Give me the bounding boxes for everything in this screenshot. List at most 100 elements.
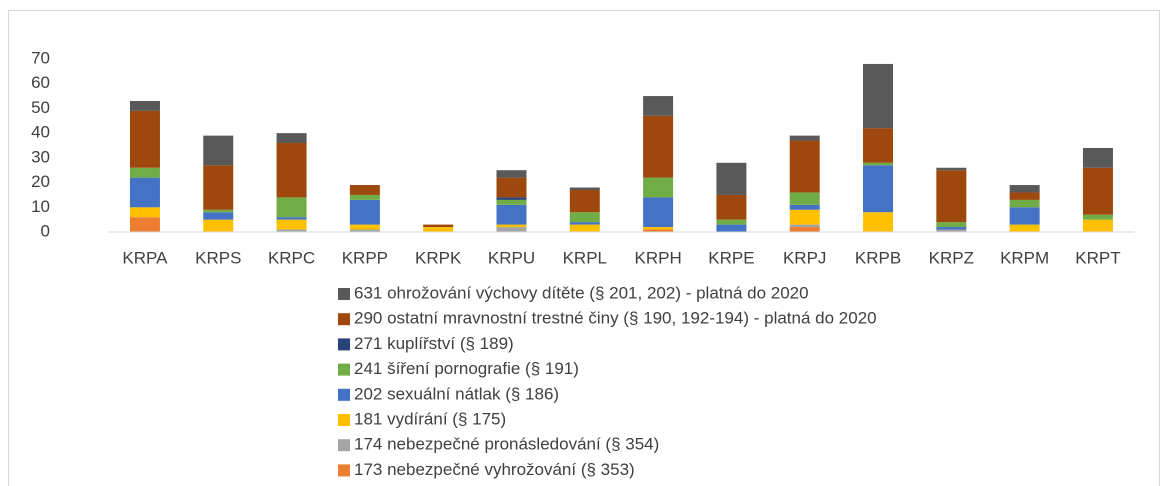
x-tick-label: KRPB [855,248,901,267]
bar-segment [643,197,674,228]
bar-segment [1009,207,1040,225]
bar-segment [1009,185,1040,193]
legend-swatch [338,414,350,426]
bar-segment [789,209,820,225]
bar-segment [1082,219,1113,232]
x-tick-label: KRPZ [929,248,974,267]
bar-segment [1082,167,1113,215]
x-tick-label: KRPA [122,248,168,267]
bar-segment [496,197,527,200]
bar-segment [276,197,307,218]
chart-frame [8,10,1160,486]
bar-segment [643,177,674,198]
bar-segment [863,162,894,166]
x-tick-label: KRPT [1075,248,1120,267]
bar-segment [203,219,234,232]
x-tick-label: KRPK [415,248,462,267]
bar-segment [643,115,674,178]
legend-label: 631 ohrožování výchovy dítěte (§ 201, 20… [354,283,809,302]
bar-segment [423,224,454,228]
legend-label: 174 nebezpečné pronásledování (§ 354) [354,435,659,454]
bar-segment [569,189,600,213]
bar-segment [203,209,234,213]
bar-segment [936,227,967,230]
bar-segment [276,219,307,230]
bar-segment [496,170,527,178]
bar-segment [349,229,380,232]
bar-segment [863,128,894,163]
bar-segment [643,96,674,116]
bar-segment [1009,199,1040,208]
bar-segment [203,135,234,166]
legend-swatch [338,313,350,326]
bar-segment [276,133,307,144]
y-tick-label: 70 [31,48,50,67]
bar-segment [496,224,527,228]
bar-segment [129,217,160,232]
bar-segment [936,167,967,171]
bar-segment [716,219,747,225]
bar-segment [349,194,380,200]
bar-segment [569,222,600,225]
bar-segment [129,110,160,168]
legend-label: 202 sexuální nátlak (§ 186) [354,384,559,403]
y-tick-label: 40 [31,123,50,142]
bar-segment [129,207,160,218]
x-tick-label: KRPS [195,248,241,267]
legend-swatch [338,388,350,401]
x-tick-label: KRPU [488,248,535,267]
bar-segment [496,204,527,225]
bar-segment [569,212,600,223]
bar-segment [716,224,747,232]
bar-segment [789,224,820,228]
bar-segment [276,143,307,198]
legend-swatch [338,363,350,376]
bar-segment [936,229,967,232]
bar-segment [496,227,527,232]
bar-segment [423,227,454,232]
bar-segment [789,204,820,210]
bar-segment [129,101,160,111]
x-tick-label: KRPJ [783,248,826,267]
bar-segment [129,167,160,178]
legend-label: 241 šíření pornografie (§ 191) [354,359,579,378]
x-tick-label: KRPP [342,248,388,267]
bar-segment [789,135,820,141]
bar-segment [569,187,600,190]
bar-segment [789,192,820,205]
bar-segment [276,229,307,232]
bar-segment [789,140,820,193]
x-tick-label: KRPL [563,248,607,267]
bar-segment [203,212,234,220]
legend-swatch [338,439,350,452]
legend-swatch [338,464,350,477]
bar-segment [863,165,894,213]
legend-label: 290 ostatní mravnostní trestné činy (§ 1… [354,309,877,328]
bar-segment [716,194,747,220]
bar-segment [936,170,967,223]
x-tick-label: KRPM [1000,248,1049,267]
bar-segment [716,162,747,195]
x-tick-label: KRPC [268,248,315,267]
bar-segment [496,199,527,205]
bar-segment [1009,192,1040,200]
bar-segment [936,222,967,228]
y-tick-label: 10 [31,197,50,216]
bar-segment [496,177,527,198]
bar-segment [203,165,234,210]
bar-segment [1082,214,1113,220]
bar-segment [276,217,307,220]
y-tick-label: 50 [31,98,50,117]
y-tick-label: 30 [31,147,50,166]
legend-label: 173 nebezpečné vyhrožování (§ 353) [354,460,635,479]
bar-segment [349,224,380,230]
bar-segment [129,177,160,208]
bar-segment [569,224,600,232]
bar-segment [863,63,894,129]
y-tick-label: 20 [31,172,50,191]
bar-segment [789,227,820,232]
legend-label: 271 kuplířství (§ 189) [354,334,514,353]
bar-segment [1009,224,1040,232]
legend-swatch [338,288,350,300]
